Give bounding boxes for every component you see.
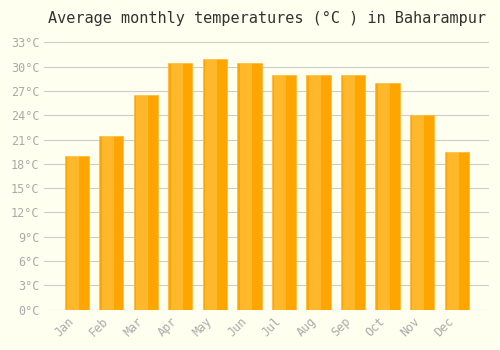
Bar bbox=[444, 152, 468, 310]
Bar bbox=[309, 75, 321, 310]
Bar bbox=[238, 63, 262, 310]
Bar bbox=[240, 63, 252, 310]
Bar bbox=[412, 115, 424, 310]
Bar bbox=[274, 75, 286, 310]
Bar bbox=[99, 135, 124, 310]
Bar bbox=[67, 156, 79, 310]
Bar bbox=[410, 115, 434, 310]
Bar bbox=[102, 135, 114, 310]
Bar bbox=[272, 75, 296, 310]
Bar bbox=[344, 75, 355, 310]
Bar bbox=[205, 58, 218, 310]
Bar bbox=[306, 75, 330, 310]
Bar bbox=[134, 95, 158, 310]
Bar bbox=[447, 152, 459, 310]
Bar bbox=[136, 95, 148, 310]
Bar bbox=[170, 63, 183, 310]
Bar bbox=[376, 83, 400, 310]
Bar bbox=[378, 83, 390, 310]
Bar bbox=[203, 58, 227, 310]
Title: Average monthly temperatures (°C ) in Baharampur: Average monthly temperatures (°C ) in Ba… bbox=[48, 11, 486, 26]
Bar bbox=[341, 75, 365, 310]
Bar bbox=[64, 156, 89, 310]
Bar bbox=[168, 63, 192, 310]
